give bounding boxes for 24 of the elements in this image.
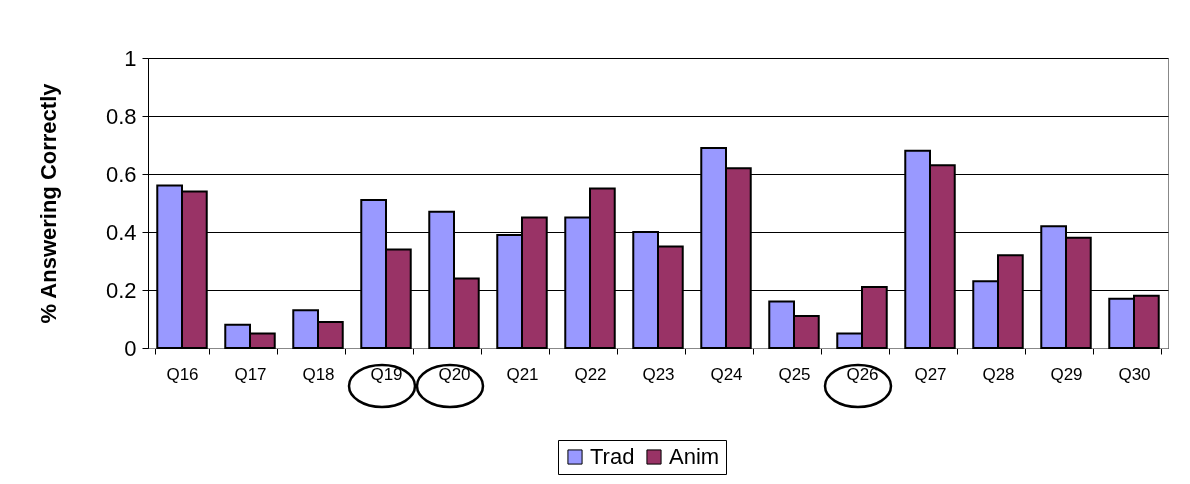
x-tick-label: Q20 [438,364,471,384]
x-tick-label: Q30 [1118,364,1151,384]
x-tick-label: Q22 [574,364,607,384]
x-tick-label: Q24 [710,364,743,384]
x-tick-label: Q18 [302,364,335,384]
legend-label: Trad [590,444,635,469]
x-tick-label: Q17 [234,364,267,384]
x-tick-label: Q23 [642,364,675,384]
y-tick-label: 0.2 [105,277,137,303]
x-tick-label: Q25 [778,364,811,384]
y-tick-label: 0 [124,335,137,361]
x-tick-label: Q21 [506,364,539,384]
x-tick-label: Q29 [1050,364,1083,384]
x-tick-label: Q26 [846,364,879,384]
x-tick-label: Q16 [166,364,199,384]
legend-label: Anim [669,444,720,469]
y-axis-title: % Answering Correctly [35,82,61,324]
x-tick-label: Q27 [914,364,947,384]
x-tick-label: Q28 [982,364,1015,384]
y-tick-label: 1 [124,45,137,71]
x-tick-label: Q19 [370,364,403,384]
y-tick-label: 0.6 [105,161,137,187]
y-tick-label: 0.8 [105,103,137,129]
y-tick-label: 0.4 [105,219,137,245]
